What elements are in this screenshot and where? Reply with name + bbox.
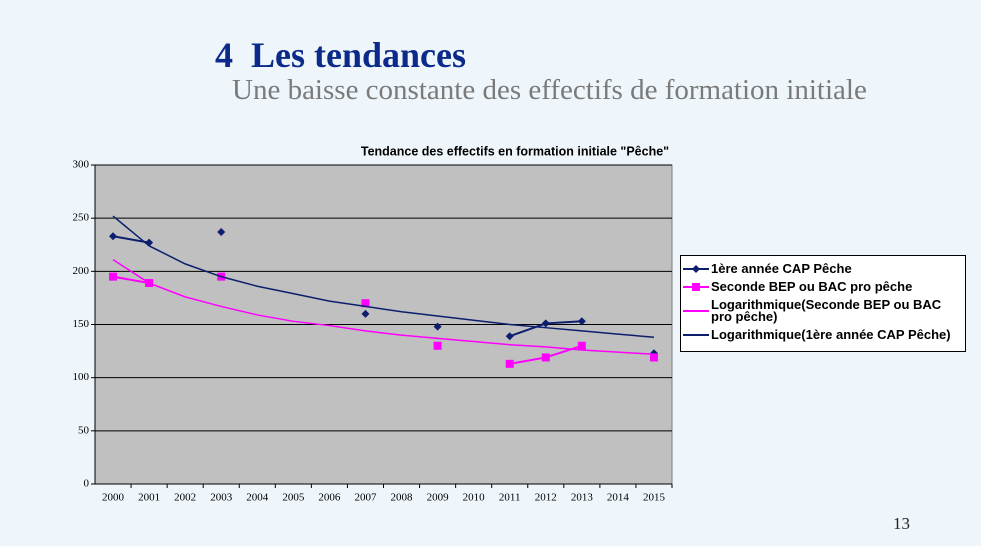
trend-line (112, 215, 655, 339)
y-tick-label: 150 (73, 318, 90, 330)
point (361, 299, 370, 308)
point (541, 353, 550, 362)
slide-subtitle: Une baisse constante des effectifs de fo… (232, 74, 867, 106)
legend-item: Logarithmique(1ère année CAP Pêche) (681, 327, 965, 342)
legend-swatch (683, 334, 709, 336)
y-tick-label: 250 (73, 212, 90, 224)
x-tick-label: 2011 (499, 492, 521, 504)
y-tick-label: 50 (78, 424, 90, 436)
legend-label: Logarithmique(1ère année CAP Pêche) (711, 327, 951, 342)
slide-title: 4 Les tendances (215, 35, 466, 75)
x-tick-label: 2012 (535, 492, 557, 504)
point (577, 317, 586, 326)
x-tick-label: 2008 (391, 492, 414, 504)
y-tick-label: 0 (84, 478, 90, 490)
x-tick-label: 2004 (246, 492, 269, 504)
x-tick-label: 2009 (427, 492, 450, 504)
point (109, 272, 118, 281)
y-tick-label: 300 (73, 159, 90, 171)
x-tick-label: 2006 (318, 492, 341, 504)
legend-label: Logarithmique(Seconde BEP ou BAC pro pêc… (711, 297, 942, 324)
trend-line (112, 259, 655, 356)
x-tick-label: 2002 (174, 492, 196, 504)
point (217, 227, 226, 236)
point (433, 322, 442, 331)
page-number: 13 (893, 514, 910, 533)
y-tick-label: 100 (73, 371, 90, 383)
legend-marker (692, 265, 700, 273)
point (109, 232, 118, 241)
point (649, 353, 658, 362)
point (577, 341, 586, 350)
x-tick-label: 2005 (282, 492, 305, 504)
legend-item: 1ère année CAP Pêche (681, 261, 965, 276)
legend-item: Logarithmique(Seconde BEP ou BAC pro pêc… (681, 297, 965, 324)
legend-marker (692, 283, 700, 291)
point (433, 341, 442, 350)
x-tick-label: 2010 (463, 492, 486, 504)
y-tick-label: 200 (73, 265, 90, 277)
x-tick-label: 2013 (571, 492, 594, 504)
legend-swatch (683, 283, 709, 291)
x-tick-label: 2007 (354, 492, 377, 504)
point (541, 319, 550, 328)
legend-swatch (683, 310, 709, 312)
point (505, 359, 514, 368)
legend-item: Seconde BEP ou BAC pro pêche (681, 279, 965, 294)
chart-title: Tendance des effectifs en formation init… (361, 144, 669, 158)
legend: 1ère année CAP Pêche Seconde BEP ou BAC p… (680, 255, 966, 352)
legend-label: 1ère année CAP Pêche (711, 261, 852, 276)
legend-label: Seconde BEP ou BAC pro pêche (711, 279, 913, 294)
point (505, 332, 514, 341)
x-tick-label: 2015 (643, 492, 666, 504)
x-tick-label: 2014 (607, 492, 630, 504)
point (361, 309, 370, 318)
x-tick-label: 2003 (210, 492, 233, 504)
legend-swatch (683, 265, 709, 273)
x-tick-label: 2001 (138, 492, 160, 504)
x-tick-label: 2000 (102, 492, 125, 504)
